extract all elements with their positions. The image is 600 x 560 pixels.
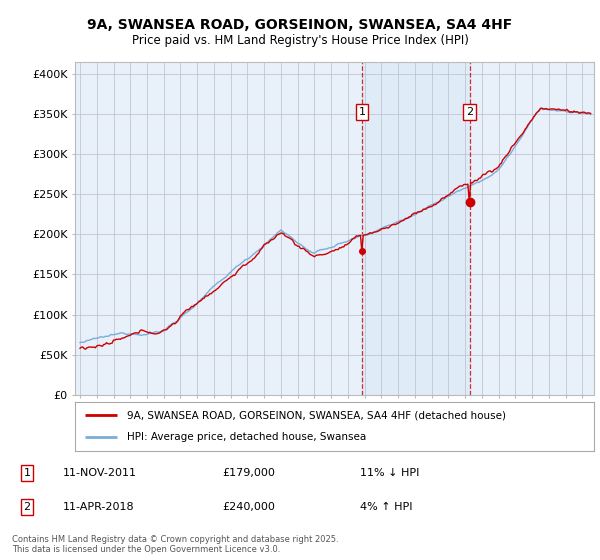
Text: 11% ↓ HPI: 11% ↓ HPI xyxy=(360,468,419,478)
Text: 1: 1 xyxy=(359,107,365,117)
Text: Contains HM Land Registry data © Crown copyright and database right 2025.
This d: Contains HM Land Registry data © Crown c… xyxy=(12,535,338,554)
Text: HPI: Average price, detached house, Swansea: HPI: Average price, detached house, Swan… xyxy=(127,432,366,442)
Text: 4% ↑ HPI: 4% ↑ HPI xyxy=(360,502,413,512)
Bar xyxy=(362,62,470,395)
Text: 9A, SWANSEA ROAD, GORSEINON, SWANSEA, SA4 4HF: 9A, SWANSEA ROAD, GORSEINON, SWANSEA, SA… xyxy=(88,18,512,32)
Text: 9A, SWANSEA ROAD, GORSEINON, SWANSEA, SA4 4HF (detached house): 9A, SWANSEA ROAD, GORSEINON, SWANSEA, SA… xyxy=(127,410,506,421)
Text: 11-APR-2018: 11-APR-2018 xyxy=(63,502,134,512)
Text: 2: 2 xyxy=(466,107,473,117)
Text: 11-NOV-2011: 11-NOV-2011 xyxy=(63,468,137,478)
Text: 2: 2 xyxy=(23,502,31,512)
Text: £240,000: £240,000 xyxy=(222,502,275,512)
Text: 1: 1 xyxy=(23,468,31,478)
Text: £179,000: £179,000 xyxy=(222,468,275,478)
Text: Price paid vs. HM Land Registry's House Price Index (HPI): Price paid vs. HM Land Registry's House … xyxy=(131,34,469,47)
